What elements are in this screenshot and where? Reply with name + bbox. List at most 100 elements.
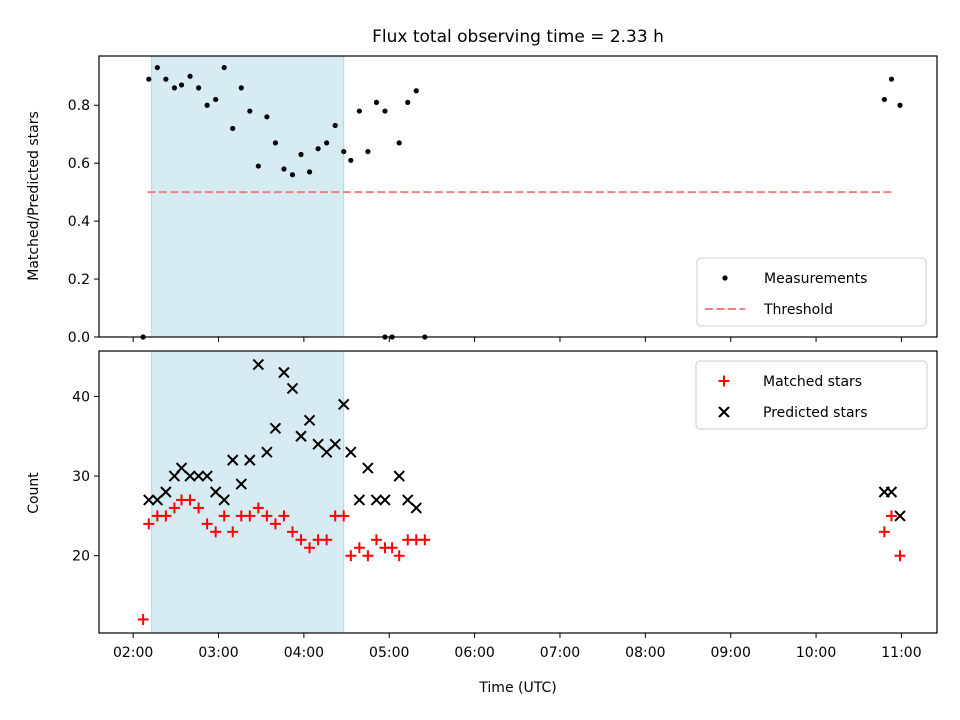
top-y-tick-label: 0.6 <box>68 156 90 172</box>
legend-label-threshold: Threshold <box>763 302 833 318</box>
matched-stars-point <box>252 502 264 514</box>
bottom-legend-box <box>695 360 928 430</box>
predicted-stars-point <box>278 366 290 379</box>
bottom-legend: Matched stars Predicted stars <box>695 360 928 430</box>
measurement-point <box>230 125 236 132</box>
matched-stars-point <box>218 510 230 522</box>
predicted-stars-point <box>286 382 299 395</box>
matched-stars-point <box>338 510 350 522</box>
matched-stars-point <box>345 550 357 562</box>
measurement-point <box>247 108 253 114</box>
matched-stars-point <box>353 542 365 554</box>
predicted-stars-point <box>184 470 196 482</box>
matched-stars-point <box>295 534 307 546</box>
measurement-point <box>888 76 895 82</box>
measurement-point <box>356 108 362 114</box>
x-axis-label: Time (UTC) <box>478 680 556 696</box>
predicted-stars-point <box>160 486 172 498</box>
predicted-stars-point <box>261 446 273 458</box>
measurement-point <box>255 163 261 169</box>
matched-stars-point <box>201 518 213 530</box>
measurement-point <box>348 157 354 163</box>
matched-stars-point <box>878 526 890 538</box>
predicted-stars-point <box>227 454 239 466</box>
measurement-point <box>281 166 287 172</box>
predicted-stars-point <box>329 438 341 450</box>
predicted-stars-point <box>252 358 265 371</box>
predicted-stars-point <box>303 414 316 427</box>
matched-stars-point <box>227 526 239 538</box>
x-tick-label: 04:00 <box>284 645 324 661</box>
measurement-point <box>204 102 210 108</box>
matched-stars-point <box>210 526 222 538</box>
measurement-point <box>238 85 244 91</box>
predicted-stars-point <box>393 470 405 482</box>
top-axes-frame <box>98 55 938 338</box>
predicted-stars-point <box>370 494 383 506</box>
measurement-point <box>178 82 185 88</box>
measurement-point <box>373 99 380 105</box>
matched-stars-point <box>261 510 273 522</box>
x-tick-label: 11:00 <box>881 645 921 661</box>
measurement-point <box>289 172 296 178</box>
predicted-stars-point <box>192 470 205 482</box>
measurement-point <box>195 85 202 91</box>
measurement-point <box>163 76 169 82</box>
measurement-point <box>187 73 193 79</box>
measurement-point <box>365 148 371 155</box>
matched-stars-point <box>419 534 431 546</box>
measurement-point <box>221 64 227 71</box>
legend-measurements-marker <box>722 275 728 281</box>
legend-label-measurements: Measurements <box>764 271 867 287</box>
bottom-axes-frame <box>98 350 938 634</box>
top-panel: 0.0 0.2 0.4 0.6 0.8 Measurements Threshold <box>68 55 938 346</box>
legend-matched-stars-marker <box>718 375 730 387</box>
predicted-stars-point <box>218 494 230 506</box>
measurement-point <box>382 108 388 114</box>
matched-stars-point <box>386 542 398 554</box>
measurement-point <box>324 140 330 146</box>
top-y-axis-label: Matched/Predicted stars <box>26 111 42 281</box>
measurement-point <box>298 151 304 158</box>
measurement-point <box>413 88 419 94</box>
matched-stars-point <box>304 542 316 554</box>
predicted-stars-point <box>379 494 391 506</box>
x-tick-label: 02:00 <box>113 645 153 661</box>
legend-label-predicted-stars: Predicted stars <box>763 405 868 421</box>
matched-stars-point <box>160 510 172 522</box>
predicted-stars-point <box>338 398 350 411</box>
bottom-panel: 20 30 40 02:00 03:00 04:00 05:00 06:00 07:00 08:0… <box>72 350 938 661</box>
top-shaded-interval <box>151 55 345 338</box>
matched-stars-point <box>269 518 281 530</box>
matched-stars-point <box>393 550 405 562</box>
bottom-shaded-interval <box>151 350 345 634</box>
predicted-stars-point <box>143 494 155 506</box>
x-tick-label: 03:00 <box>198 645 238 661</box>
top-y-tick-label: 0.0 <box>68 330 90 346</box>
measurement-point <box>213 96 219 103</box>
x-tick-label: 06:00 <box>454 645 494 661</box>
measurement-point <box>154 64 160 71</box>
x-tick-label: 08:00 <box>625 645 665 661</box>
bottom-y-tick-label: 20 <box>72 549 90 565</box>
bottom-y-axis-label: Count <box>26 472 42 514</box>
measurement-point <box>897 102 903 108</box>
matched-stars-point <box>321 534 333 546</box>
matched-stars-point <box>143 518 155 530</box>
matched-stars-point <box>370 534 382 546</box>
top-y-tick-label: 0.8 <box>68 98 90 114</box>
legend-label-matched-stars: Matched stars <box>763 374 862 390</box>
predicted-stars-point <box>201 470 213 482</box>
measurement-point <box>264 114 270 120</box>
matched-stars-point <box>278 510 290 522</box>
bottom-y-tick-label: 40 <box>72 389 90 405</box>
top-y-tick-label: 0.2 <box>68 272 90 288</box>
measurement-point <box>341 148 347 155</box>
measurement-point <box>315 146 321 152</box>
predicted-stars-point <box>885 486 898 498</box>
matched-stars-point <box>193 502 205 514</box>
measurement-point <box>146 76 152 82</box>
predicted-stars-point <box>362 462 374 474</box>
matched-stars-point <box>184 494 196 506</box>
matched-stars-point <box>885 510 897 522</box>
